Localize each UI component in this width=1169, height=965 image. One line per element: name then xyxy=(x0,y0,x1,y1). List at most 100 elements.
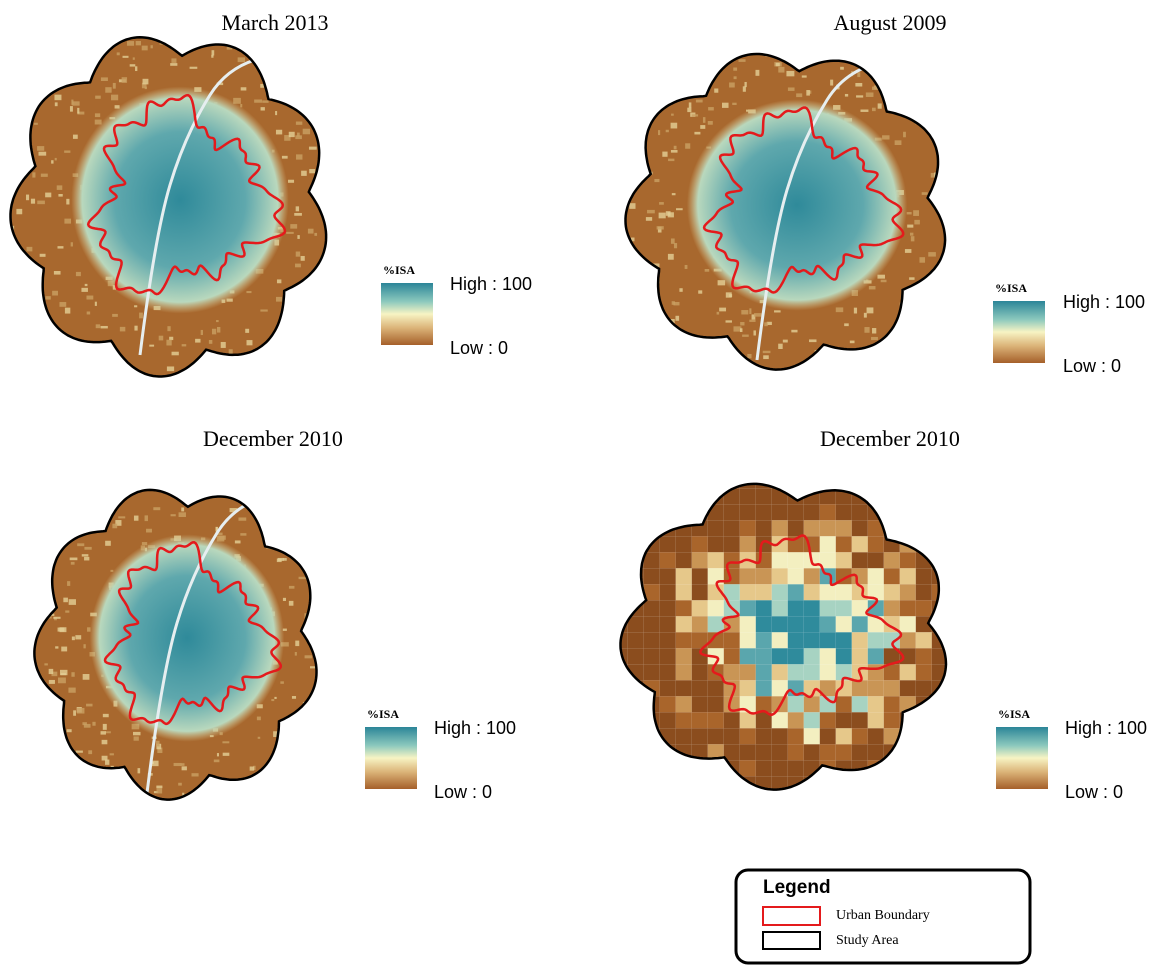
settlement xyxy=(830,80,833,86)
pixel xyxy=(644,792,660,808)
pixel xyxy=(660,472,676,488)
pixel xyxy=(820,616,836,632)
pixel xyxy=(612,504,628,520)
settlement xyxy=(315,613,319,618)
settlement xyxy=(209,340,212,344)
settlement xyxy=(290,224,297,229)
pixel xyxy=(628,488,644,504)
settlement xyxy=(73,710,76,715)
pixel xyxy=(612,552,628,568)
pixel xyxy=(628,728,644,744)
settlement xyxy=(882,135,889,139)
pixel xyxy=(948,712,964,728)
settlement xyxy=(70,558,78,561)
settlement xyxy=(156,741,160,747)
pixel xyxy=(932,696,948,712)
settlement xyxy=(105,87,111,93)
pixel xyxy=(836,792,852,808)
pixel xyxy=(740,728,756,744)
settlement xyxy=(221,342,226,348)
pixel xyxy=(772,632,788,648)
settlement xyxy=(174,763,182,766)
pixel xyxy=(916,584,932,600)
pixel xyxy=(660,536,676,552)
settlement xyxy=(66,199,69,205)
pixel xyxy=(756,520,772,536)
settlement xyxy=(40,254,46,257)
pixel xyxy=(692,680,708,696)
settlement xyxy=(205,789,209,792)
settlement xyxy=(81,288,88,292)
pixel xyxy=(900,760,916,776)
pixel xyxy=(868,728,884,744)
pixel xyxy=(724,536,740,552)
pixel xyxy=(916,504,932,520)
pixel xyxy=(660,648,676,664)
settlement xyxy=(864,327,869,333)
settlement xyxy=(41,174,48,177)
settlement xyxy=(170,63,177,66)
pixel xyxy=(884,760,900,776)
settlement xyxy=(153,507,160,510)
pixel xyxy=(804,616,820,632)
pixel xyxy=(948,776,964,792)
settlement xyxy=(692,114,698,116)
map-panel: August 2009%ISAHigh : 100Low : 0 xyxy=(626,10,1146,376)
settlement xyxy=(127,41,134,46)
settlement xyxy=(250,767,254,771)
pixel xyxy=(676,488,692,504)
settlement xyxy=(120,327,125,332)
pixel xyxy=(756,680,772,696)
settlement xyxy=(138,768,141,773)
settlement xyxy=(903,132,906,138)
settlement xyxy=(881,280,887,282)
settlement xyxy=(84,547,91,550)
settlement xyxy=(117,52,120,55)
pixel xyxy=(708,552,724,568)
settlement xyxy=(806,90,810,96)
settlement xyxy=(273,74,281,79)
pixel xyxy=(852,696,868,712)
pixel xyxy=(916,488,932,504)
pixel xyxy=(676,760,692,776)
pixel xyxy=(708,536,724,552)
pixel xyxy=(660,744,676,760)
pixel xyxy=(852,744,868,760)
pixel xyxy=(644,472,660,488)
pixel xyxy=(948,616,964,632)
settlement xyxy=(303,129,310,135)
settlement xyxy=(910,233,913,236)
pixel xyxy=(612,520,628,536)
settlement xyxy=(240,533,246,536)
settlement xyxy=(117,782,122,788)
settlement xyxy=(34,123,38,125)
pixel xyxy=(724,728,740,744)
settlement xyxy=(58,628,65,632)
pixel xyxy=(900,568,916,584)
pixel xyxy=(644,648,660,664)
pixel xyxy=(772,760,788,776)
pixel xyxy=(900,792,916,808)
pixel xyxy=(788,504,804,520)
settlement xyxy=(156,786,162,789)
pixel xyxy=(612,600,628,616)
settlement xyxy=(318,172,325,178)
settlement xyxy=(134,516,139,521)
pixel xyxy=(900,584,916,600)
pixel xyxy=(788,664,804,680)
legend-item: Study Area xyxy=(836,933,899,948)
pixel xyxy=(660,760,676,776)
pixel xyxy=(644,616,660,632)
pixel xyxy=(932,520,948,536)
settlement xyxy=(181,507,184,511)
settlement xyxy=(671,114,674,116)
settlement xyxy=(37,201,45,205)
settlement xyxy=(92,57,95,59)
pixel xyxy=(900,680,916,696)
pixel xyxy=(932,712,948,728)
settlement xyxy=(289,586,294,589)
settlement xyxy=(191,773,198,776)
pixel xyxy=(852,616,868,632)
settlement xyxy=(105,731,111,733)
